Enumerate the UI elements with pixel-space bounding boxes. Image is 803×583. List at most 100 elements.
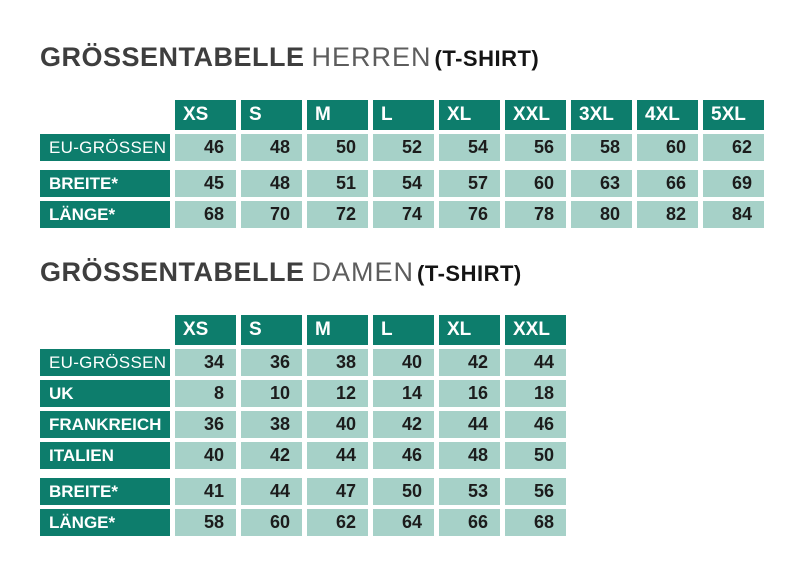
title-sub: DAMEN bbox=[311, 257, 415, 287]
table-row: ITALIEN 40 42 44 46 48 50 bbox=[40, 442, 803, 469]
row-label: BREITE* bbox=[40, 478, 170, 505]
size-value-cell: 36 bbox=[241, 349, 302, 376]
column-header-l: L bbox=[373, 100, 434, 130]
size-value-cell: 36 bbox=[175, 411, 236, 438]
size-value-cell: 46 bbox=[505, 411, 566, 438]
size-value-cell: 80 bbox=[571, 201, 632, 228]
column-header-m: M bbox=[307, 315, 368, 345]
row-label: BREITE* bbox=[40, 170, 170, 197]
column-header-s: S bbox=[241, 315, 302, 345]
size-value-cell: 10 bbox=[241, 380, 302, 407]
title-sub: HERREN bbox=[311, 42, 432, 72]
table-row: EU-GRÖSSEN 46 48 50 52 54 56 58 60 62 bbox=[40, 134, 803, 161]
header-row: XS S M L XL XXL 3XL 4XL 5XL bbox=[40, 100, 803, 130]
size-value-cell: 14 bbox=[373, 380, 434, 407]
row-label-spacer bbox=[40, 100, 170, 130]
column-header-xxl: XXL bbox=[505, 315, 566, 345]
row-label-spacer bbox=[40, 315, 170, 345]
size-value-cell: 44 bbox=[307, 442, 368, 469]
column-header-xl: XL bbox=[439, 315, 500, 345]
table-row: BREITE* 45 48 51 54 57 60 63 66 69 bbox=[40, 170, 803, 197]
row-label: EU-GRÖSSEN bbox=[40, 349, 170, 376]
column-header-s: S bbox=[241, 100, 302, 130]
size-value-cell: 66 bbox=[637, 170, 698, 197]
size-value-cell: 56 bbox=[505, 134, 566, 161]
size-value-cell: 58 bbox=[175, 509, 236, 536]
damen-section-title: GRÖSSENTABELLE DAMEN (T-SHIRT) bbox=[40, 228, 803, 288]
size-value-cell: 48 bbox=[241, 170, 302, 197]
size-value-cell: 66 bbox=[439, 509, 500, 536]
column-header-m: M bbox=[307, 100, 368, 130]
size-value-cell: 72 bbox=[307, 201, 368, 228]
size-value-cell: 58 bbox=[571, 134, 632, 161]
row-label: FRANKREICH bbox=[40, 411, 170, 438]
size-value-cell: 69 bbox=[703, 170, 764, 197]
size-value-cell: 52 bbox=[373, 134, 434, 161]
size-value-cell: 40 bbox=[175, 442, 236, 469]
column-header-5xl: 5XL bbox=[703, 100, 764, 130]
size-value-cell: 68 bbox=[505, 509, 566, 536]
size-value-cell: 38 bbox=[241, 411, 302, 438]
size-value-cell: 44 bbox=[505, 349, 566, 376]
size-value-cell: 62 bbox=[703, 134, 764, 161]
table-row: UK 8 10 12 14 16 18 bbox=[40, 380, 803, 407]
title-suffix: (T-SHIRT) bbox=[434, 46, 540, 71]
title-main: GRÖSSENTABELLE bbox=[40, 257, 305, 287]
herren-size-table: XS S M L XL XXL 3XL 4XL 5XL EU-GRÖSSEN 46 48 50 52 54 5… bbox=[40, 100, 803, 228]
size-value-cell: 42 bbox=[241, 442, 302, 469]
row-label: LÄNGE* bbox=[40, 201, 170, 228]
size-value-cell: 53 bbox=[439, 478, 500, 505]
table-row: BREITE* 41 44 47 50 53 56 bbox=[40, 478, 803, 505]
size-value-cell: 18 bbox=[505, 380, 566, 407]
size-value-cell: 12 bbox=[307, 380, 368, 407]
size-value-cell: 78 bbox=[505, 201, 566, 228]
column-header-xl: XL bbox=[439, 100, 500, 130]
section-damen: GRÖSSENTABELLE DAMEN (T-SHIRT) XS S M L XL XXL E… bbox=[0, 228, 803, 536]
size-value-cell: 68 bbox=[175, 201, 236, 228]
column-header-xs: XS bbox=[175, 315, 236, 345]
header-row: XS S M L XL XXL bbox=[40, 315, 803, 345]
title-suffix: (T-SHIRT) bbox=[417, 261, 522, 286]
size-value-cell: 50 bbox=[307, 134, 368, 161]
size-value-cell: 50 bbox=[373, 478, 434, 505]
column-header-l: L bbox=[373, 315, 434, 345]
damen-size-table: XS S M L XL XXL EU-GRÖSSEN 34 36 38 40 42 44 UK 8 10 12 1… bbox=[40, 315, 803, 536]
size-value-cell: 54 bbox=[373, 170, 434, 197]
column-header-4xl: 4XL bbox=[637, 100, 698, 130]
table-row: LÄNGE* 68 70 72 74 76 78 80 82 84 bbox=[40, 201, 803, 228]
size-value-cell: 40 bbox=[307, 411, 368, 438]
size-value-cell: 45 bbox=[175, 170, 236, 197]
title-main: GRÖSSENTABELLE bbox=[40, 42, 305, 72]
size-value-cell: 63 bbox=[571, 170, 632, 197]
size-value-cell: 64 bbox=[373, 509, 434, 536]
size-value-cell: 34 bbox=[175, 349, 236, 376]
size-value-cell: 51 bbox=[307, 170, 368, 197]
size-value-cell: 42 bbox=[373, 411, 434, 438]
size-value-cell: 56 bbox=[505, 478, 566, 505]
column-header-3xl: 3XL bbox=[571, 100, 632, 130]
size-value-cell: 60 bbox=[241, 509, 302, 536]
row-label: ITALIEN bbox=[40, 442, 170, 469]
table-row: LÄNGE* 58 60 62 64 66 68 bbox=[40, 509, 803, 536]
herren-section-title: GRÖSSENTABELLE HERREN (T-SHIRT) bbox=[40, 0, 803, 73]
size-value-cell: 42 bbox=[439, 349, 500, 376]
size-value-cell: 8 bbox=[175, 380, 236, 407]
size-value-cell: 47 bbox=[307, 478, 368, 505]
size-value-cell: 38 bbox=[307, 349, 368, 376]
size-value-cell: 57 bbox=[439, 170, 500, 197]
table-row: EU-GRÖSSEN 34 36 38 40 42 44 bbox=[40, 349, 803, 376]
row-label: UK bbox=[40, 380, 170, 407]
size-value-cell: 46 bbox=[373, 442, 434, 469]
section-herren: GRÖSSENTABELLE HERREN (T-SHIRT) XS S M L XL XXL… bbox=[0, 0, 803, 228]
column-header-xxl: XXL bbox=[505, 100, 566, 130]
size-value-cell: 48 bbox=[439, 442, 500, 469]
size-value-cell: 40 bbox=[373, 349, 434, 376]
column-header-xs: XS bbox=[175, 100, 236, 130]
size-value-cell: 50 bbox=[505, 442, 566, 469]
size-value-cell: 76 bbox=[439, 201, 500, 228]
size-value-cell: 60 bbox=[505, 170, 566, 197]
size-value-cell: 41 bbox=[175, 478, 236, 505]
size-value-cell: 16 bbox=[439, 380, 500, 407]
size-value-cell: 84 bbox=[703, 201, 764, 228]
size-value-cell: 60 bbox=[637, 134, 698, 161]
